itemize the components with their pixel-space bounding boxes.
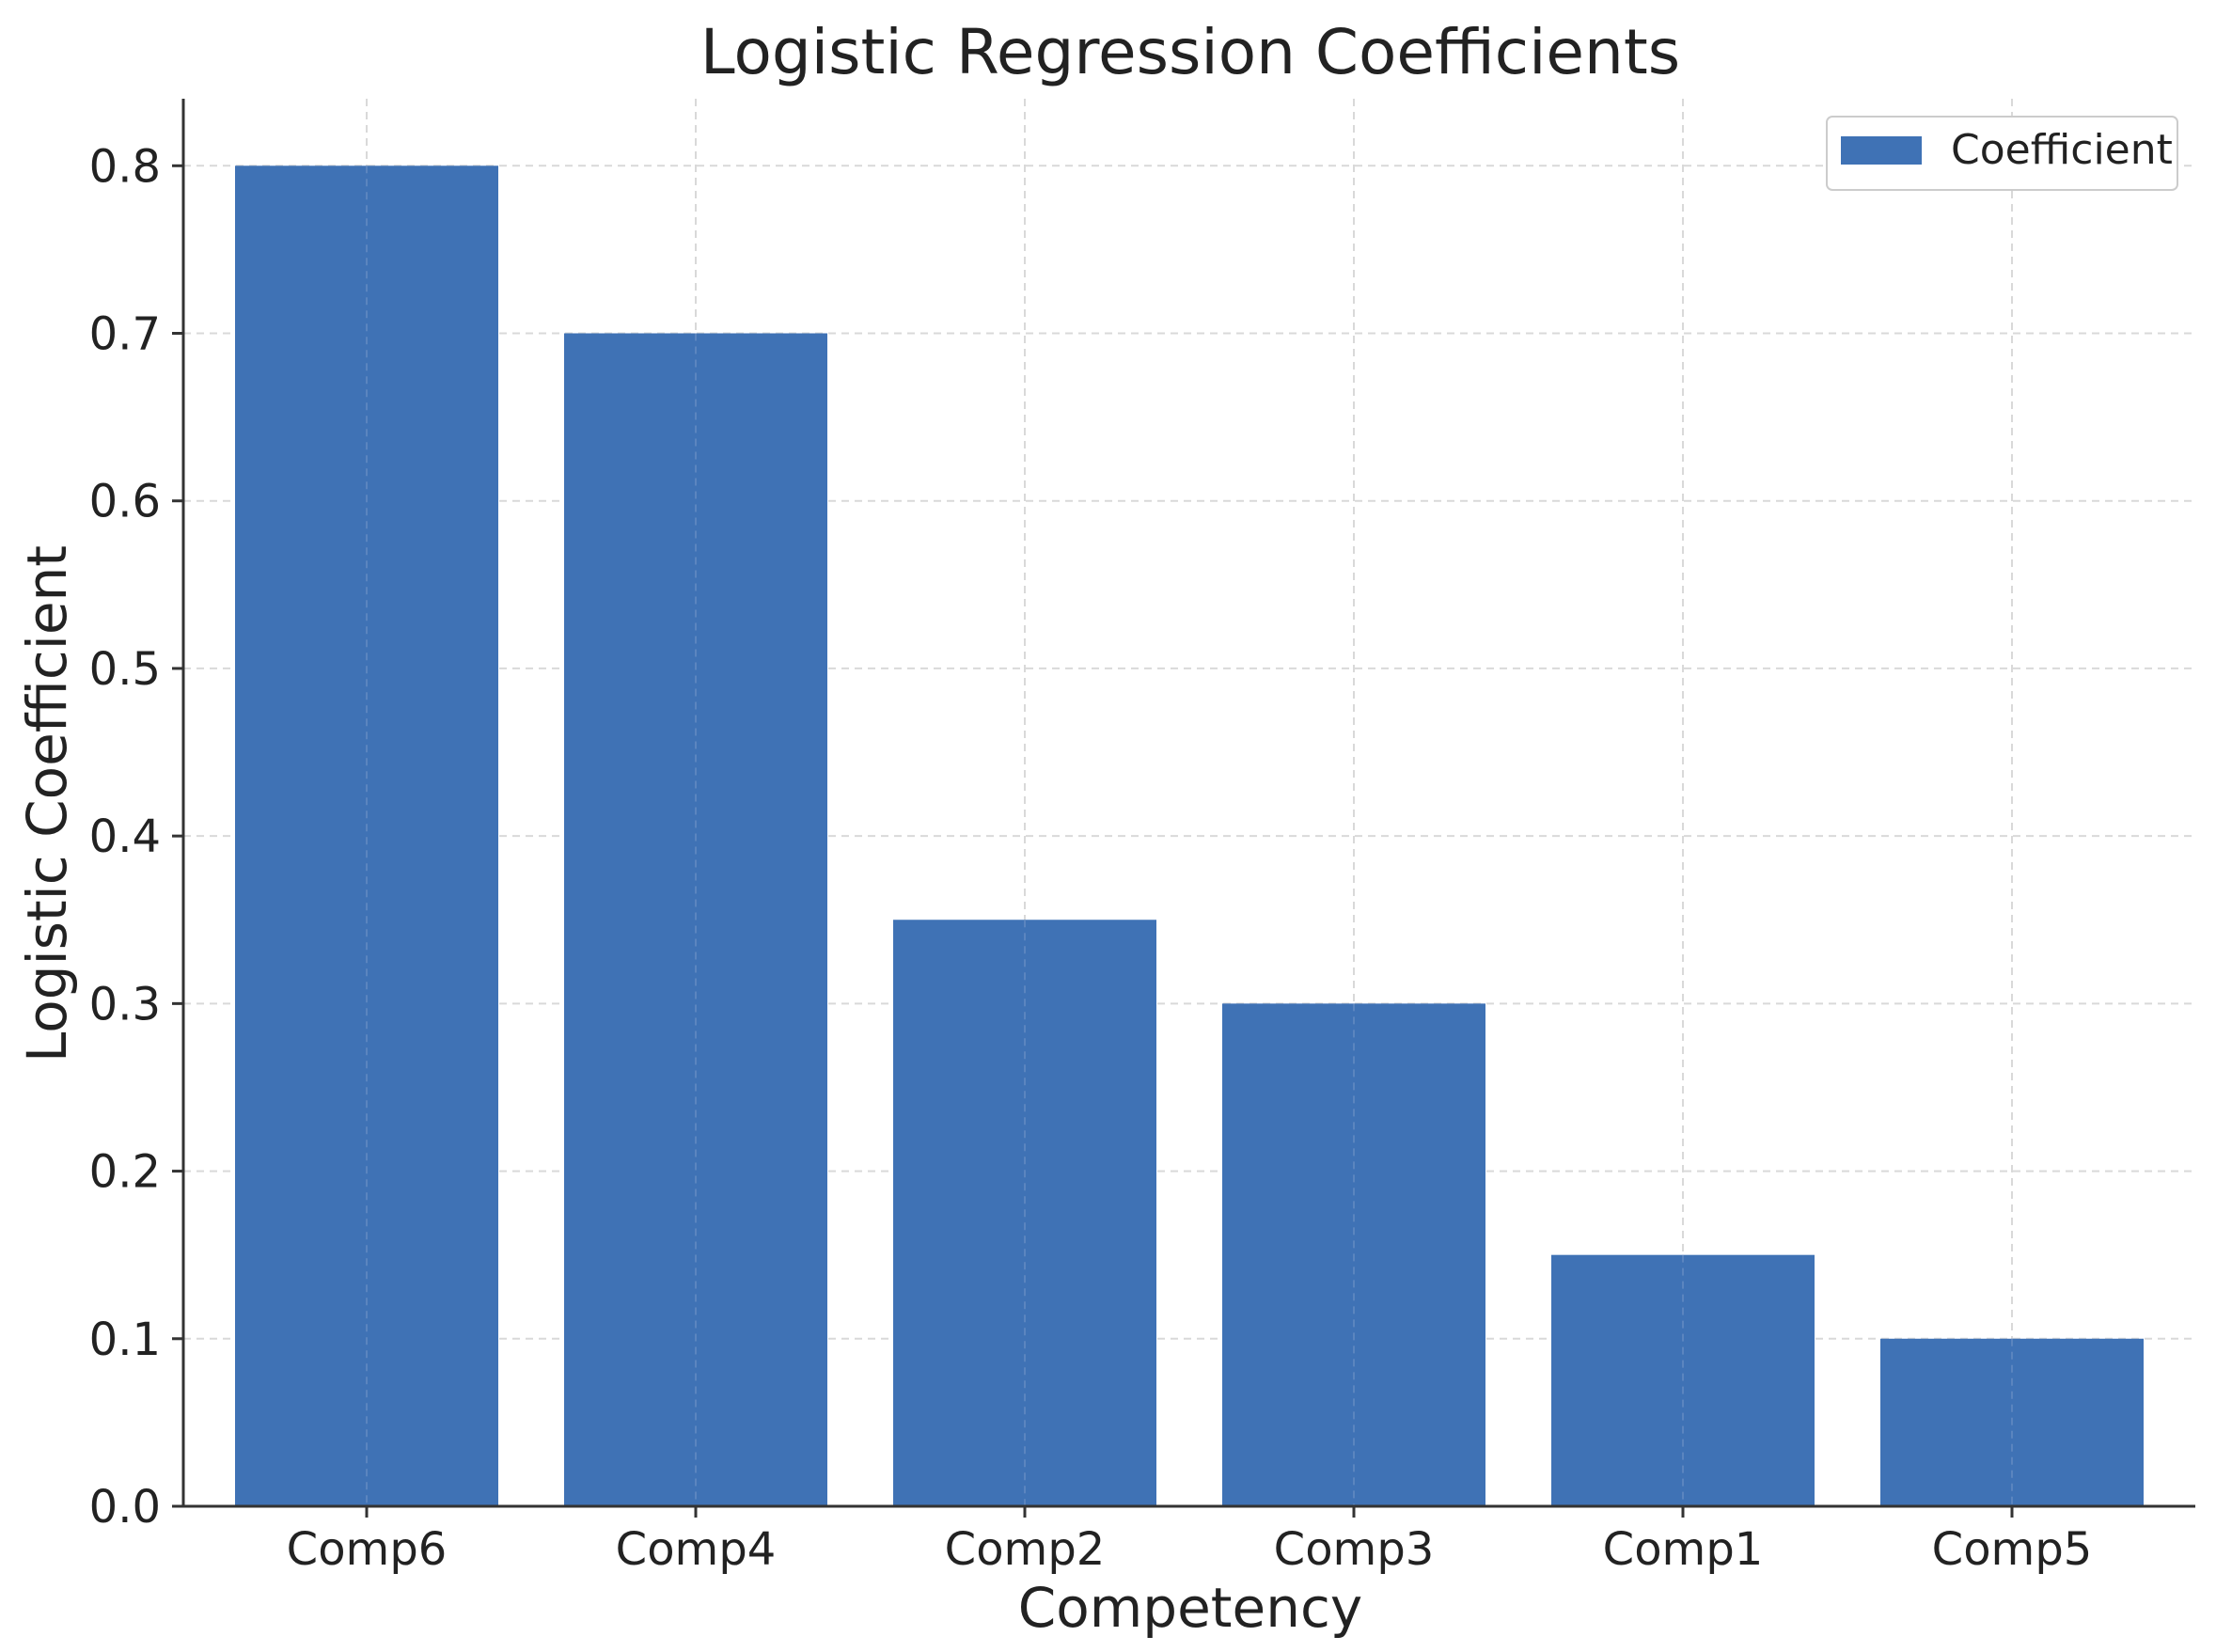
y-tick-label: 0.3 — [89, 978, 161, 1031]
x-tick-label: Comp2 — [945, 1523, 1106, 1576]
x-axis-label: Competency — [1018, 1576, 1362, 1640]
y-tick-label: 0.2 — [89, 1146, 161, 1199]
y-axis-label: Logistic Coefficient — [15, 545, 79, 1062]
x-tick-label: Comp4 — [616, 1523, 777, 1576]
bar-comp6 — [235, 165, 498, 1506]
legend-swatch — [1841, 136, 1922, 165]
y-tick-label: 0.0 — [89, 1481, 161, 1534]
x-tick-label: Comp3 — [1274, 1523, 1435, 1576]
tick-labels: 0.0 0.1 0.2 0.3 0.4 0.5 0.6 0.7 0.8 Comp6 Comp4 Com… — [89, 140, 2093, 1576]
legend-box — [1826, 116, 2178, 191]
y-tick-label: 0.5 — [89, 643, 161, 696]
y-tick-label: 0.1 — [89, 1314, 161, 1366]
y-tick-label: 0.4 — [89, 810, 161, 863]
x-tick-label: Comp1 — [1603, 1523, 1764, 1576]
y-tick-label: 0.7 — [89, 308, 161, 361]
y-tick-label: 0.8 — [89, 140, 161, 193]
chart-title: Logistic Regression Coefficients — [700, 16, 1680, 88]
legend: Coefficient — [1826, 116, 2178, 191]
x-tick-label: Comp6 — [287, 1523, 448, 1576]
bars — [235, 165, 2144, 1506]
axes — [172, 99, 2195, 1518]
y-tick-label: 0.6 — [89, 476, 161, 528]
legend-label: Coefficient — [1951, 126, 2173, 174]
x-tick-label: Comp5 — [1932, 1523, 2093, 1576]
